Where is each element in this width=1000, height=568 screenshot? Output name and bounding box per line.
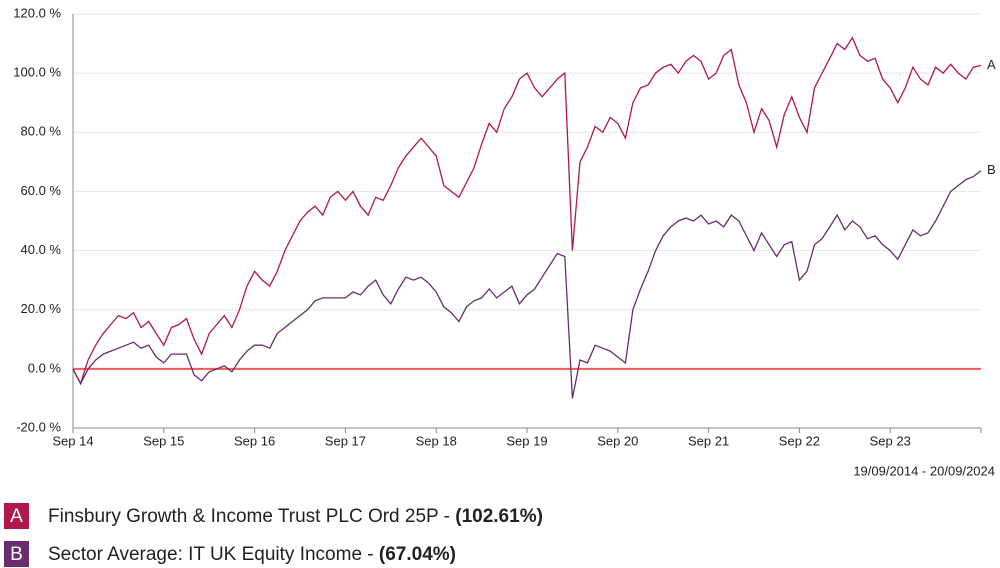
series-line [72,36,982,386]
x-tick-label: Sep 23 [870,433,911,448]
x-tick-label: Sep 21 [688,433,729,448]
legend-text: Sector Average: IT UK Equity Income - (6… [48,544,456,565]
legend-badge [4,503,29,529]
x-tick-label: Sep 22 [779,433,820,448]
x-tick-label: Sep 16 [234,433,275,448]
legend-return: (102.61%) [455,506,543,527]
end-label: A [987,57,996,72]
y-tick-label: 120.0 % [13,5,61,20]
x-tick-label: Sep 18 [416,433,457,448]
y-tick-label: 80.0 % [21,124,62,139]
end-label: B [987,162,996,177]
legend-name: Sector Average: IT UK Equity Income - [48,544,379,565]
legend-badge [4,541,29,567]
y-tick-label: 100.0 % [13,65,61,80]
x-tick-label: Sep 20 [597,433,638,448]
date-range: 19/09/2014 - 20/09/2024 [853,463,995,478]
y-tick-label: 40.0 % [21,242,62,257]
x-tick-label: Sep 19 [506,433,547,448]
legend-badge-letter: A [10,506,23,527]
x-tick-label: Sep 14 [52,433,93,448]
x-tick-label: Sep 15 [143,433,184,448]
y-tick-label: 20.0 % [21,301,62,316]
series-line [72,170,982,399]
y-tick-label: -20.0 % [16,419,61,434]
legend-return: (67.04%) [379,544,456,565]
legend-text: Finsbury Growth & Income Trust PLC Ord 2… [48,506,543,527]
y-tick-label: 0.0 % [28,360,62,375]
x-tick-label: Sep 17 [325,433,366,448]
legend-name: Finsbury Growth & Income Trust PLC Ord 2… [48,506,455,527]
y-tick-label: 60.0 % [21,183,62,198]
legend-badge-letter: B [10,544,23,565]
